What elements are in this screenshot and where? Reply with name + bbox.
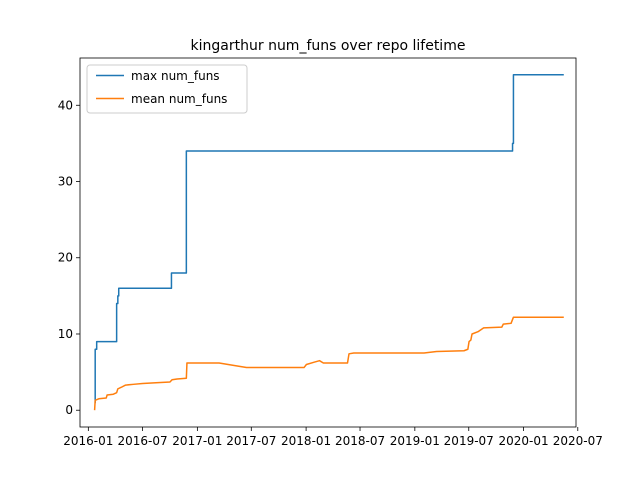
x-tick-label: 2018-01	[281, 434, 331, 448]
x-tick-label: 2019-01	[390, 434, 440, 448]
x-tick-label: 2017-01	[172, 434, 222, 448]
y-tick-label: 40	[58, 98, 73, 112]
x-tick-label: 2016-01	[63, 434, 113, 448]
x-axis-ticks: 2016-01 2016-07 2017-01 2017-07 2018-01 2018-…	[63, 427, 603, 448]
y-tick-label: 10	[58, 327, 73, 341]
x-tick-label: 2020-07	[553, 434, 603, 448]
legend-label-max-num-funs: max num_funs	[131, 69, 220, 83]
y-tick-label: 30	[58, 175, 73, 189]
x-tick-label: 2017-07	[226, 434, 276, 448]
plot-lines	[93, 74, 564, 411]
x-tick-label: 2016-07	[117, 434, 167, 448]
axes-frame	[79, 57, 577, 428]
y-tick-label: 0	[65, 403, 73, 417]
y-tick-label: 20	[58, 251, 73, 265]
x-tick-label: 2018-07	[335, 434, 385, 448]
chart-title: kingarthur num_funs over repo lifetime	[191, 38, 466, 54]
series-line-mean-num-funs	[93, 316, 564, 411]
legend-label-mean-num-funs: mean num_funs	[131, 92, 227, 106]
legend-box	[86, 64, 248, 114]
legend: max num_funs mean num_funs	[86, 64, 248, 114]
x-tick-label: 2019-07	[444, 434, 494, 448]
y-axis-ticks: 0 10 20 30 40	[58, 98, 80, 417]
x-tick-label: 2020-01	[498, 434, 548, 448]
series-line-max-num-funs	[94, 74, 564, 404]
